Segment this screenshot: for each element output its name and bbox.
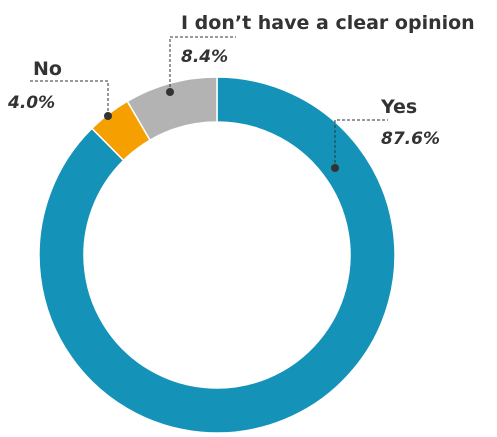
slice-label-no: No xyxy=(33,58,62,80)
leader-line-opinion xyxy=(169,36,236,92)
label-group-opinion: I don’t have a clear opinion 8.4% xyxy=(166,12,475,96)
label-group-yes: Yes 87.6% xyxy=(331,96,440,172)
leader-dot-opinion xyxy=(166,88,174,96)
slice-value-no: 4.0% xyxy=(7,93,55,113)
label-group-no: No 4.0% xyxy=(7,58,112,120)
slice-label-opinion: I don’t have a clear opinion xyxy=(181,12,475,34)
leader-dot-yes xyxy=(331,164,339,172)
leader-line-no xyxy=(30,80,109,116)
slice-value-yes: 87.6% xyxy=(381,129,440,149)
slice-yes xyxy=(38,76,396,434)
slices-group xyxy=(38,76,396,434)
leader-dot-no xyxy=(104,112,112,120)
slice-opinion xyxy=(126,76,218,142)
slice-label-yes: Yes xyxy=(380,96,417,118)
leader-line-yes xyxy=(334,119,388,168)
slice-value-opinion: 8.4% xyxy=(181,47,228,67)
